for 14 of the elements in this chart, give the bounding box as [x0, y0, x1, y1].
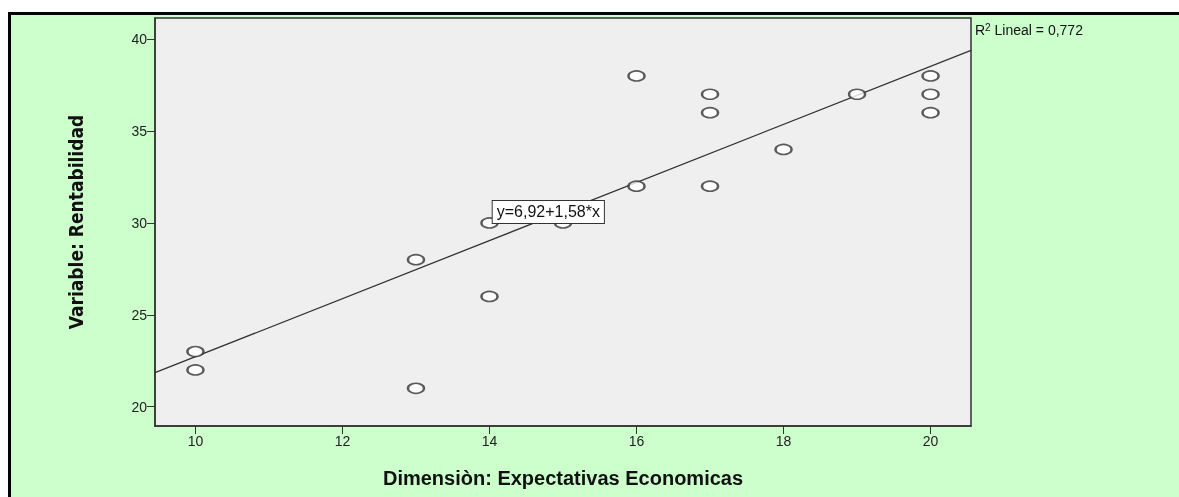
y-tick-label: 35	[131, 123, 148, 140]
y-tick-label: 20	[131, 398, 148, 415]
y-tick-label: 25	[131, 306, 148, 323]
y-tick-label: 30	[131, 214, 148, 231]
y-tick-label: 40	[131, 31, 148, 48]
x-axis-title: Dimensiòn: Expectativas Economicas	[382, 467, 744, 489]
x-tick-label: 18	[775, 433, 792, 449]
x-tick-label: 14	[481, 433, 498, 449]
annotation: y=6,92+1,58*x	[496, 203, 600, 221]
x-tick-label: 10	[187, 433, 204, 449]
x-tick-label: 16	[628, 433, 645, 449]
x-tick-label: 12	[334, 433, 351, 449]
y-axis-title: Variable: Rentabilidad	[64, 114, 87, 330]
x-tick-label: 20	[922, 433, 939, 449]
